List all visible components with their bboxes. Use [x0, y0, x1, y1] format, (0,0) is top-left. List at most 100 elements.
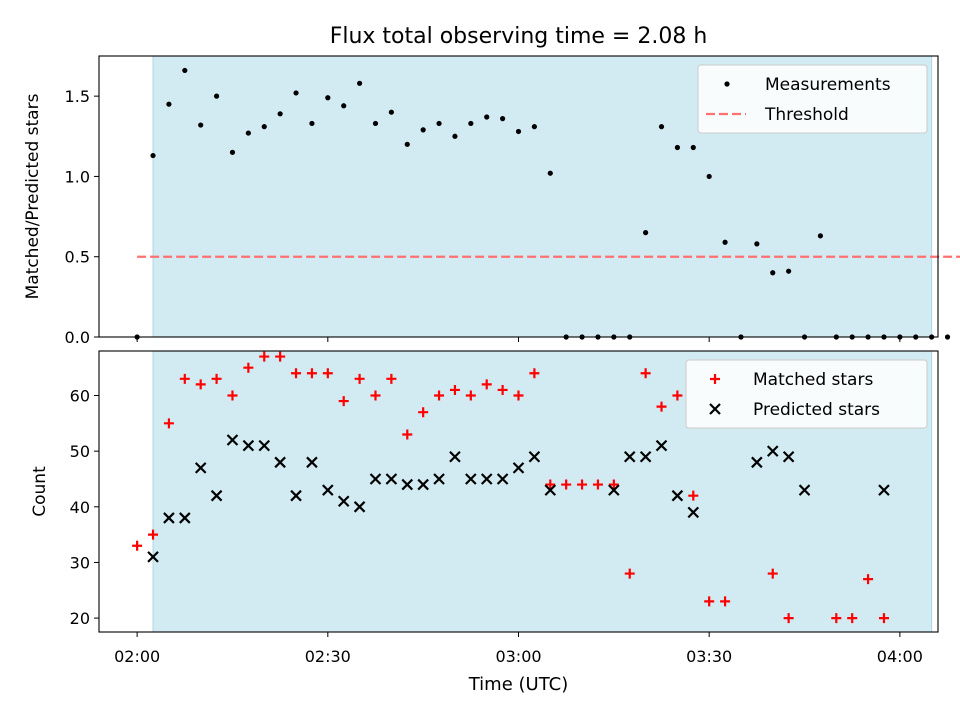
measurement-point: [531, 124, 537, 130]
predicted-star-point: [306, 456, 318, 469]
measurement-point: [245, 130, 251, 136]
predicted-star-point: [147, 551, 159, 563]
measurement-point: [722, 239, 728, 245]
predicted-star-point: [401, 478, 414, 491]
matched-star-point: [322, 368, 333, 379]
predicted-star-point: [210, 489, 223, 502]
matched-star-point: [529, 368, 540, 379]
predicted-star-point: [639, 450, 652, 463]
legend-label: Threshold: [764, 105, 849, 125]
predicted-star-point: [449, 450, 461, 463]
predicted-star-point: [290, 489, 302, 502]
predicted-star-point: [258, 439, 271, 452]
bottom-y-axis-label: Count: [30, 466, 50, 517]
predicted-star-point: [655, 439, 668, 452]
matched-star-point: [291, 368, 302, 379]
top-ytick-label: 1.5: [65, 87, 90, 106]
matched-star-point: [179, 373, 190, 384]
top-legend-box: [697, 64, 928, 134]
predicted-star-point: [798, 484, 811, 496]
xtick-label: 04:00: [877, 647, 923, 666]
measurement-point: [754, 241, 760, 247]
top-y-axis-label: Matched/Predicted stars: [23, 93, 43, 299]
measurement-point: [182, 67, 188, 74]
bottom-ytick-label: 50: [70, 442, 90, 461]
matched-star-point: [656, 401, 667, 412]
matched-star-point: [878, 613, 889, 624]
measurement-point: [706, 173, 712, 180]
measurement-point: [500, 116, 506, 122]
measurement-point: [452, 133, 458, 139]
xtick-label: 03:00: [495, 647, 541, 666]
bottom-ytick-label: 20: [70, 609, 90, 628]
matched-star-point: [767, 568, 778, 579]
matched-star-point: [418, 407, 429, 418]
matched-star-point: [640, 368, 651, 379]
predicted-star-point: [480, 473, 493, 485]
legend-marker-predicted: [709, 403, 721, 415]
predicted-star-point: [322, 484, 334, 496]
matched-star-point: [195, 379, 206, 390]
matched-star-point: [847, 613, 858, 624]
predicted-star-point: [274, 456, 286, 469]
measurement-point: [166, 101, 172, 107]
legend-label: Matched stars: [753, 370, 873, 390]
measurement-point: [341, 103, 347, 109]
predicted-star-point: [194, 462, 207, 474]
matched-star-point: [132, 540, 143, 551]
measurement-point: [436, 120, 442, 127]
top-ytick-label: 1.0: [65, 167, 90, 186]
matched-star-point: [561, 479, 572, 490]
bottom-legend: Matched stars Predicted stars: [685, 359, 928, 429]
measurement-point: [325, 95, 331, 101]
legend-marker-matched: [710, 374, 720, 384]
predicted-star-point: [528, 450, 541, 463]
legend-marker-measurements: [724, 81, 730, 87]
predicted-star-point: [242, 439, 255, 452]
measurement-point: [643, 230, 649, 236]
measurement-point: [690, 144, 696, 151]
matched-star-point: [577, 479, 588, 490]
measurement-point: [372, 120, 379, 127]
measurement-point: [468, 120, 474, 127]
measurement-point: [150, 152, 156, 159]
matched-star-point: [227, 390, 238, 401]
predicted-star-point: [337, 495, 350, 508]
bottom-ytick-label: 60: [70, 387, 90, 406]
matched-star-point: [370, 390, 381, 401]
matched-star-point: [465, 390, 476, 401]
matched-star-point: [354, 373, 365, 384]
matched-star-point: [434, 390, 445, 401]
matched-star-point: [497, 384, 508, 395]
predicted-star-point: [353, 501, 366, 513]
measurement-point: [229, 149, 236, 155]
matched-star-point: [243, 362, 254, 373]
matched-star-point: [148, 529, 159, 540]
predicted-star-point: [751, 456, 763, 469]
xtick-label: 03:30: [686, 647, 732, 666]
matched-star-point: [672, 390, 683, 401]
measurement-point: [944, 334, 951, 340]
top-ytick-label: 0.5: [65, 248, 90, 267]
predicted-star-point: [512, 462, 525, 474]
matched-star-point: [402, 429, 413, 440]
matched-star-point: [863, 574, 874, 585]
predicted-star-point: [385, 473, 398, 485]
bottom-legend-box: [685, 359, 928, 429]
matched-star-point: [306, 368, 317, 379]
measurement-point: [817, 233, 824, 239]
matched-star-point: [783, 613, 794, 624]
measurement-point: [515, 128, 522, 135]
matched-star-point: [211, 373, 222, 384]
top-axes: 0.0 0.5 1.0 1.5 Matched/Predicted stars Measu…: [23, 55, 960, 347]
measurement-point: [261, 124, 267, 130]
matched-star-point: [259, 351, 270, 362]
measurement-point: [770, 270, 776, 276]
bottom-ytick-label: 30: [70, 553, 90, 572]
measurement-point: [547, 170, 553, 176]
measurement-point: [404, 141, 410, 147]
matched-star-point: [275, 351, 286, 362]
chart-title: Flux total observing time = 2.08 h: [330, 24, 708, 49]
bottom-axes: 20 30 40 50 60 Count 02:00 02:30 03:00 03:30 04:00…: [30, 350, 939, 666]
measurement-point: [356, 80, 363, 86]
